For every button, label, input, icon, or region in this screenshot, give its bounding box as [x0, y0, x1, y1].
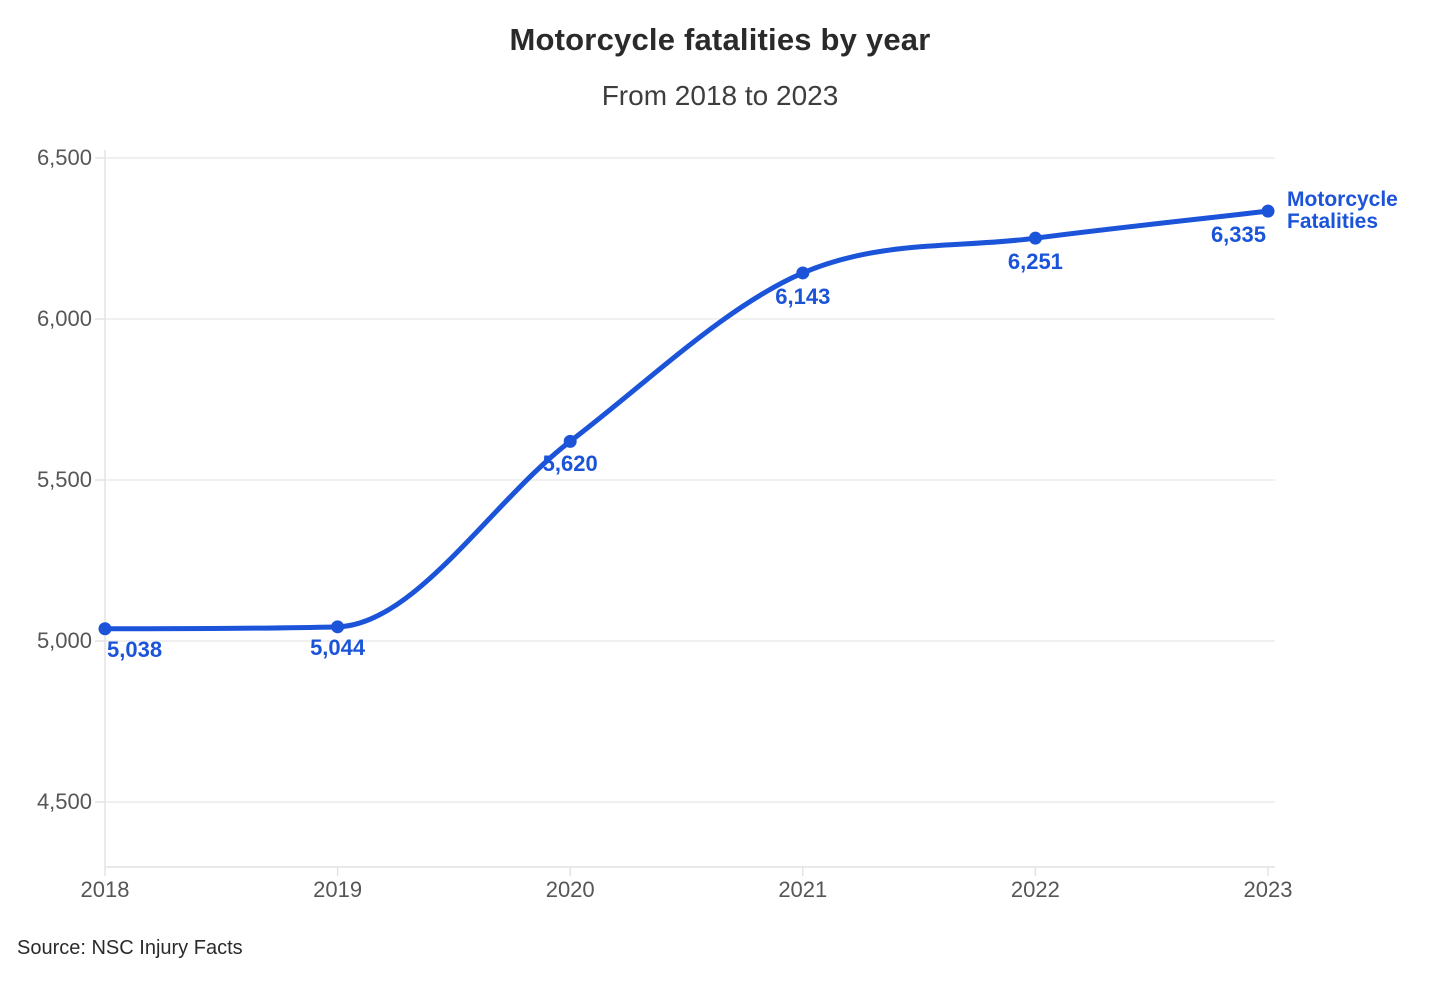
y-tick-label-6000: 6,000 [36, 306, 92, 331]
data-point-2020 [563, 434, 577, 448]
point-label-2020: 5,620 [542, 451, 598, 477]
x-tick-label-2018: 2018 [80, 877, 130, 902]
y-tick-label-4500: 4,500 [36, 789, 92, 814]
point-label-2018: 5,038 [107, 636, 163, 662]
series-line [102, 208, 1271, 632]
y-tick-label-5000: 5,000 [36, 628, 92, 653]
data-point-2022 [1028, 231, 1042, 245]
y-tick-label-5500: 5,500 [36, 467, 92, 492]
x-tick-label-2022: 2022 [1010, 877, 1060, 902]
data-point-2021 [796, 266, 810, 280]
y-tick-label-6500: 6,500 [36, 145, 92, 170]
point-label-2022: 6,251 [1007, 249, 1063, 275]
series-legend-label: Motorcycle Fatalities [1287, 188, 1398, 233]
x-tick-label-2023: 2023 [1243, 877, 1293, 902]
chart-title: Motorcycle fatalities by year [509, 22, 931, 57]
data-point-2023 [1261, 204, 1275, 218]
point-label-2019: 5,044 [310, 634, 366, 660]
x-tick-label-2019: 2019 [313, 877, 363, 902]
point-label-2023: 6,335 [1210, 222, 1266, 248]
x-tick-label-2021: 2021 [778, 877, 828, 902]
data-point-2018 [98, 622, 112, 636]
x-tick-label-2020: 2020 [545, 877, 595, 902]
point-label-2021: 6,143 [775, 283, 831, 309]
data-point-2019 [331, 620, 345, 634]
source-note: Source: NSC Injury Facts [17, 937, 243, 959]
chart-subtitle: From 2018 to 2023 [601, 80, 839, 111]
